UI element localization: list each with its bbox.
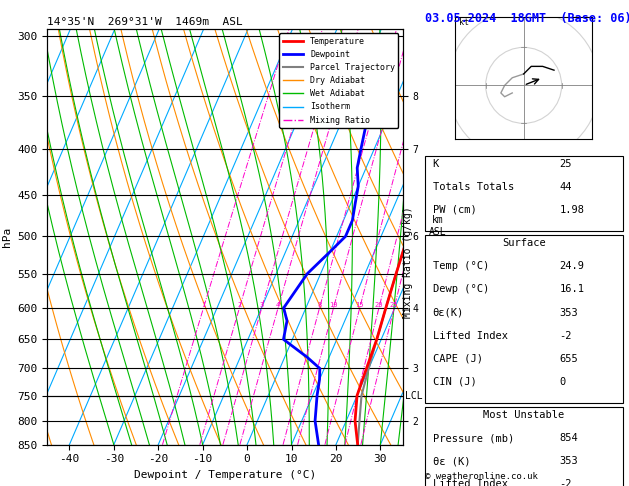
Text: Lifted Index: Lifted Index bbox=[433, 480, 508, 486]
Text: θε (K): θε (K) bbox=[433, 456, 470, 467]
Text: K: K bbox=[433, 159, 439, 169]
Y-axis label: hPa: hPa bbox=[2, 227, 12, 247]
Text: 25: 25 bbox=[559, 159, 572, 169]
Text: © weatheronline.co.uk: © weatheronline.co.uk bbox=[425, 472, 537, 481]
Text: Surface: Surface bbox=[502, 238, 545, 248]
Text: 20: 20 bbox=[375, 302, 383, 308]
Text: Dewp (°C): Dewp (°C) bbox=[433, 284, 489, 295]
Text: 1: 1 bbox=[201, 302, 206, 308]
Bar bbox=[425, 407, 623, 486]
X-axis label: Dewpoint / Temperature (°C): Dewpoint / Temperature (°C) bbox=[134, 470, 316, 480]
Text: Lifted Index: Lifted Index bbox=[433, 330, 508, 341]
Text: Temp (°C): Temp (°C) bbox=[433, 261, 489, 271]
Text: LCL: LCL bbox=[405, 391, 423, 400]
Text: 14°35'N  269°31'W  1469m  ASL: 14°35'N 269°31'W 1469m ASL bbox=[47, 17, 243, 27]
Bar bbox=[425, 156, 623, 231]
Text: -2: -2 bbox=[559, 330, 572, 341]
Text: 16.1: 16.1 bbox=[559, 284, 584, 295]
Text: 1.98: 1.98 bbox=[559, 205, 584, 215]
Text: 8: 8 bbox=[318, 302, 321, 308]
Text: Totals Totals: Totals Totals bbox=[433, 182, 514, 192]
Text: 655: 655 bbox=[559, 354, 578, 364]
Text: 10: 10 bbox=[329, 302, 338, 308]
Y-axis label: km
ASL: km ASL bbox=[429, 215, 447, 237]
Text: Most Unstable: Most Unstable bbox=[483, 410, 564, 420]
Text: CIN (J): CIN (J) bbox=[433, 377, 476, 387]
Text: -2: -2 bbox=[559, 480, 572, 486]
Text: 353: 353 bbox=[559, 308, 578, 317]
Text: Pressure (mb): Pressure (mb) bbox=[433, 434, 514, 443]
Text: PW (cm): PW (cm) bbox=[433, 205, 476, 215]
Text: 15: 15 bbox=[355, 302, 364, 308]
Legend: Temperature, Dewpoint, Parcel Trajectory, Dry Adiabat, Wet Adiabat, Isotherm, Mi: Temperature, Dewpoint, Parcel Trajectory… bbox=[279, 34, 398, 128]
Text: 0: 0 bbox=[559, 377, 565, 387]
Text: Mixing Ratio (g/kg): Mixing Ratio (g/kg) bbox=[403, 207, 413, 318]
Text: 2: 2 bbox=[237, 302, 242, 308]
Text: 854: 854 bbox=[559, 434, 578, 443]
Bar bbox=[425, 235, 623, 403]
Text: 25: 25 bbox=[390, 302, 398, 308]
Text: CAPE (J): CAPE (J) bbox=[433, 354, 482, 364]
Text: 44: 44 bbox=[559, 182, 572, 192]
Text: 3: 3 bbox=[260, 302, 264, 308]
Text: 4: 4 bbox=[276, 302, 280, 308]
Text: 03.05.2024  18GMT  (Base: 06): 03.05.2024 18GMT (Base: 06) bbox=[425, 12, 629, 25]
Text: kt: kt bbox=[459, 17, 469, 27]
Text: 353: 353 bbox=[559, 456, 578, 467]
Text: 24.9: 24.9 bbox=[559, 261, 584, 271]
Text: θε(K): θε(K) bbox=[433, 308, 464, 317]
